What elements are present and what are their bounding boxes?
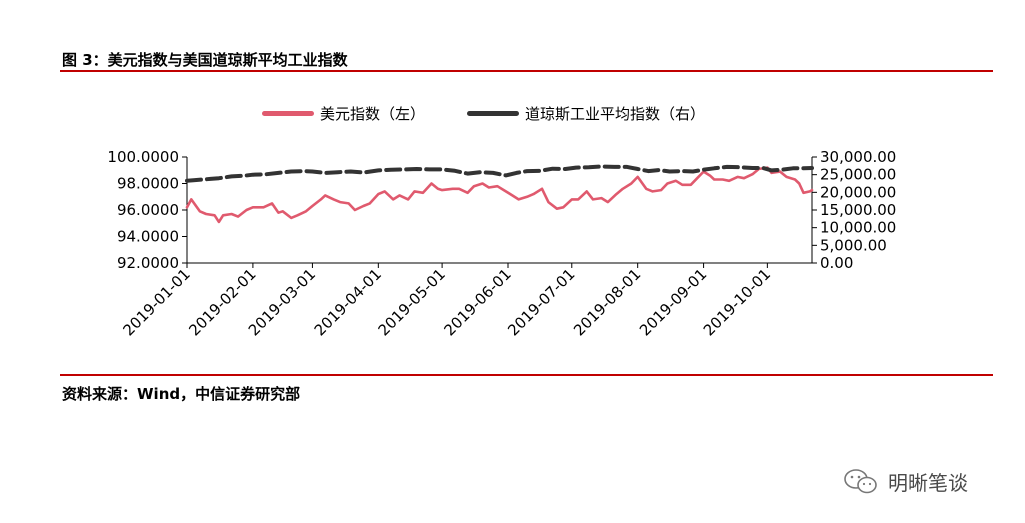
right-tick-label: 10,000.00 [820,219,896,237]
x-tick-label: 2019-08-01 [570,265,644,339]
header-rule [60,70,993,72]
source-note: 资料来源：Wind，中信证券研究部 [62,385,301,403]
left-tick-label: 94.0000 [117,228,179,246]
series-line-dxy [185,166,814,224]
right-tick-label: 5,000.00 [820,236,887,254]
legend-label-dow: 道琼斯工业平均指数（右） [525,104,706,123]
watermark-text: 明晰笔谈 [888,470,968,495]
x-tick-label: 2019-06-01 [440,265,514,339]
right-tick-label: 15,000.00 [820,201,896,219]
x-tick-label: 2019-04-01 [311,265,385,339]
legend-label-dxy: 美元指数（左） [320,104,426,123]
right-tick-label: 20,000.00 [820,183,896,201]
right-tick-label: 25,000.00 [820,166,896,184]
legend-swatch-dow [467,110,520,116]
watermark: 明晰笔谈 [842,466,968,496]
legend-item-dxy: 美元指数（左） [262,103,425,124]
left-tick-label: 96.0000 [117,201,179,219]
x-tick-label: 2019-05-01 [375,265,449,339]
chart-legend: 美元指数（左） 道琼斯工业平均指数（右） [262,100,747,126]
right-tick-label: 30,000.00 [820,148,896,166]
left-tick-label: 92.0000 [117,254,179,272]
legend-swatch-dxy [262,110,314,116]
x-tick-label: 2019-10-01 [700,265,774,339]
legend-item-dow: 道琼斯工业平均指数（右） [467,103,705,124]
wechat-icon [844,469,877,494]
footer-rule [60,374,993,376]
x-tick-label: 2019-01-01 [119,265,193,339]
page-title: 图 3：美元指数与美国道琼斯平均工业指数 [62,51,348,69]
left-tick-label: 100.0000 [107,148,179,166]
right-tick-label: 0.00 [820,254,853,272]
series-line-dow [185,164,814,183]
left-tick-label: 98.0000 [117,175,179,193]
x-tick-label: 2019-09-01 [636,265,710,339]
x-tick-label: 2019-07-01 [504,265,578,339]
